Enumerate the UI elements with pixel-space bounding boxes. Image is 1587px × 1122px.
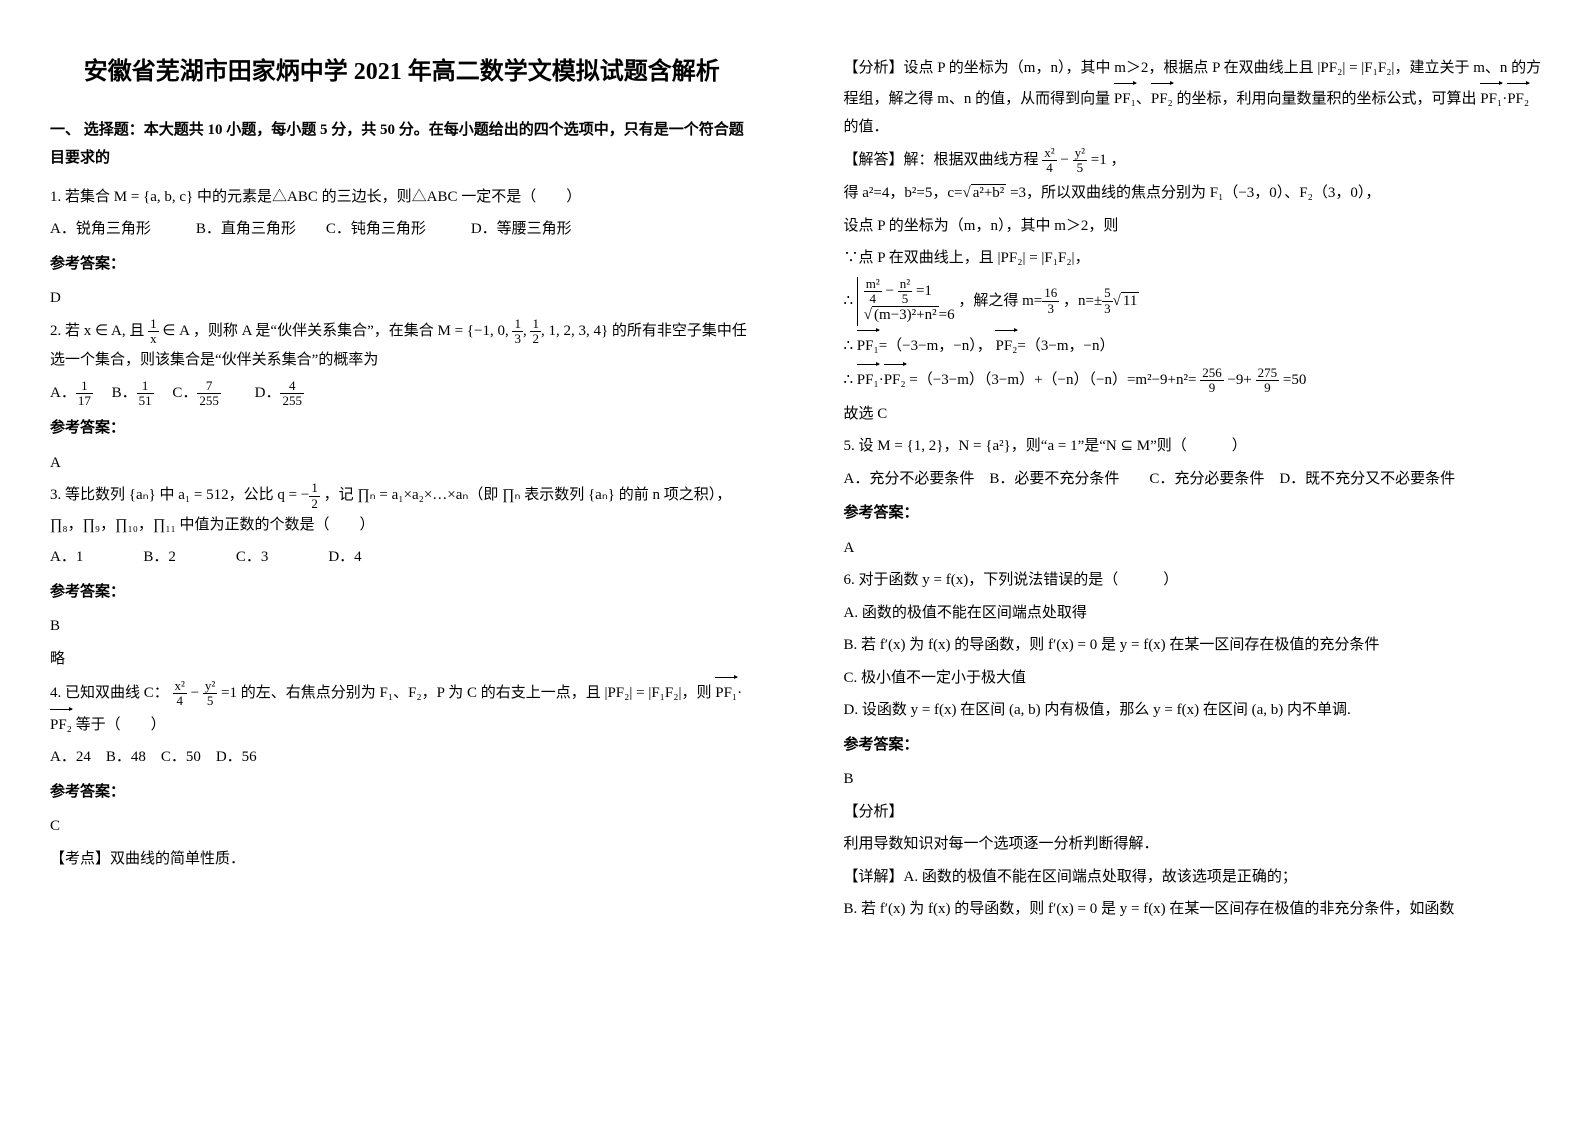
q2-ans-label: 参考答案： — [50, 414, 754, 443]
doc-title: 安徽省芜湖市田家炳中学 2021 年高二数学文模拟试题含解析 — [50, 50, 754, 96]
q2-stem: 2. 若 x ∈ A, 且 1x ∈ A ，则称 A 是“伙伴关系集合”，在集合… — [50, 317, 754, 375]
r-jd1a: 【解答】解：根据双曲线方程 — [844, 152, 1039, 168]
section-1-head: 一、 选择题：本大题共 10 小题，每小题 5 分，共 50 分。在每小题给出的… — [50, 116, 754, 173]
q6-ans-label: 参考答案： — [844, 731, 1548, 760]
q5-ans: A — [844, 534, 1548, 563]
r-jd4: ∵点 P 在双曲线上，且 |PF₂| = |F₁F₂|， — [844, 244, 1548, 273]
q3-opts: A．1 B．2 C．3 D．4 — [50, 543, 754, 572]
q2-opts: A．117 B．151 C．7255 D．4255 — [50, 379, 754, 409]
q5-opts: A．充分不必要条件 B．必要不充分条件 C．充分必要条件 D．既不充分又不必要条… — [844, 465, 1548, 494]
q3-a: 3. 等比数列 {aₙ} 中 a₁ = 512，公比 — [50, 488, 274, 504]
q2-od: D． — [225, 385, 281, 401]
r-jd1: 【解答】解：根据双曲线方程 x²4 − y²5 =1 ， — [844, 146, 1548, 176]
q6-xj: 【详解】A. 函数的极值不能在区间端点处取得，故该选项是正确的； — [844, 863, 1548, 892]
r-jd2a: 得 a²=4，b²=5，c= — [844, 185, 963, 201]
q2-ob: B． — [97, 385, 137, 401]
q1-opts: A．锐角三角形 B．直角三角形 C．钝角三角形 D．等腰三角形 — [50, 215, 754, 244]
r-fx: 【分析】设点 P 的坐标为（m，n），其中 m＞2，根据点 P 在双曲线上且 |… — [844, 54, 1548, 142]
r-jd6c: =（3−m，−n） — [1017, 338, 1114, 354]
q2-ans: A — [50, 449, 754, 478]
r-jd5: ∴ m²4 − n²5 =1 √(m−3)²+n²=6 ，解之得 m=163 ，… — [844, 277, 1548, 326]
q4-ans-label: 参考答案： — [50, 778, 754, 807]
r-jd7b: =（−3−m）（3−m）+（−n）（−n）=m²−9+n²= — [909, 372, 1196, 388]
r-fx1b: 的坐标，利用向量数量积的坐标公式，可算出 — [1177, 91, 1477, 107]
right-column: 【分析】设点 P 的坐标为（m，n），其中 m＞2，根据点 P 在双曲线上且 |… — [794, 0, 1587, 1122]
r-jd5c: ，n=± — [1063, 293, 1102, 309]
q4-kd: 【考点】双曲线的简单性质． — [50, 845, 754, 874]
q3-note: 略 — [50, 645, 754, 674]
r-jd6: ∴ PF₁=（−3−m，−n）， PF₂=（3−m，−n） — [844, 330, 1548, 361]
r-jd7c: −9+ — [1227, 372, 1251, 388]
q1-ans: D — [50, 284, 754, 313]
q4-a: 4. 已知双曲线 C： — [50, 685, 169, 701]
r-jd5a: ∴ — [844, 293, 854, 309]
q5-ans-label: 参考答案： — [844, 499, 1548, 528]
q6-fxt: 利用导数知识对每一个选项逐一分析判断得解． — [844, 830, 1548, 859]
r-jd2b: =3，所以双曲线的焦点分别为 F₁（−3，0）、F₂（3，0）， — [1010, 185, 1380, 201]
q6-stem: 6. 对于函数 y = f(x)，下列说法错误的是（ ） — [844, 566, 1548, 595]
q1-stem: 1. 若集合 M = {a, b, c} 中的元素是△ABC 的三边长，则△AB… — [50, 183, 754, 212]
r-jd7: ∴ PF₁·PF₂ =（−3−m）（3−m）+（−n）（−n）=m²−9+n²=… — [844, 364, 1548, 395]
r-jd1b: ， — [1111, 152, 1126, 168]
q5-stem: 5. 设 M = {1, 2}，N = {a²}，则“a = 1”是“N ⊆ M… — [844, 432, 1548, 461]
left-column: 安徽省芜湖市田家炳中学 2021 年高二数学文模拟试题含解析 一、 选择题：本大… — [0, 0, 794, 1122]
q1-ans-label: 参考答案： — [50, 250, 754, 279]
q2-oa: A． — [50, 385, 76, 401]
q6-optD: D. 设函数 y = f(x) 在区间 (a, b) 内有极值，那么 y = f… — [844, 696, 1548, 725]
q6-xjb: B. 若 f′(x) 为 f(x) 的导函数，则 f′(x) = 0 是 y =… — [844, 895, 1548, 924]
q6-ans: B — [844, 765, 1548, 794]
q3-stem: 3. 等比数列 {aₙ} 中 a₁ = 512，公比 q = −12 ，记 ∏ₙ… — [50, 481, 754, 539]
q4-ans: C — [50, 812, 754, 841]
q4-stem: 4. 已知双曲线 C： x²4 − y²5 =1 的左、右焦点分别为 F₁、F₂… — [50, 677, 754, 739]
q3-ans-label: 参考答案： — [50, 578, 754, 607]
q6-optA: A. 函数的极值不能在区间端点处取得 — [844, 599, 1548, 628]
q3-ans: B — [50, 612, 754, 641]
r-fx1c: 的值． — [844, 119, 889, 135]
q2-a: 2. 若 — [50, 323, 80, 339]
q2-oc: C． — [157, 385, 197, 401]
q4-b: 的左、右焦点分别为 F₁、F₂，P 为 C 的右支上一点，且 |PF₂| = |… — [241, 685, 712, 701]
q6-optB: B. 若 f′(x) 为 f(x) 的导函数，则 f′(x) = 0 是 y =… — [844, 631, 1548, 660]
r-jd6b: =（−3−m，−n）， — [879, 338, 992, 354]
q2-b: ，则称 A 是“伙伴关系集合”，在集合 — [193, 323, 434, 339]
r-jd3: 设点 P 的坐标为（m，n），其中 m＞2，则 — [844, 212, 1548, 241]
q6-optC: C. 极小值不一定小于极大值 — [844, 664, 1548, 693]
r-jd5b: ，解之得 m= — [958, 293, 1042, 309]
r-jd7d: =50 — [1283, 372, 1306, 388]
r-jd2: 得 a²=4，b²=5，c=√a²+b² =3，所以双曲线的焦点分别为 F₁（−… — [844, 179, 1548, 208]
r-jd8: 故选 C — [844, 400, 1548, 429]
r-jd6a: ∴ — [844, 338, 854, 354]
q4-opts: A．24 B．48 C．50 D．56 — [50, 743, 754, 772]
q4-c: 等于（ ） — [76, 717, 166, 733]
r-jd7a: ∴ — [844, 372, 854, 388]
q6-fx: 【分析】 — [844, 798, 1548, 827]
